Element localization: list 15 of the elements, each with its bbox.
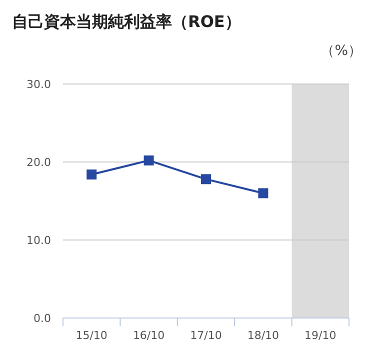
- point: [86, 169, 97, 180]
- x-tick-label: 15/10: [76, 329, 108, 342]
- y-tick-label: 0.0: [34, 312, 51, 325]
- y-axis-title: （%）: [320, 43, 362, 59]
- point: [258, 188, 268, 198]
- x-tick-label: 18/10: [247, 329, 280, 342]
- x-tick-label: 19/10: [304, 329, 336, 342]
- y-tick-label: 20.0: [26, 156, 51, 169]
- point: [201, 174, 211, 184]
- point: [144, 155, 154, 166]
- x-tick-label: 16/10: [132, 329, 165, 342]
- y-tick-label: 30.0: [26, 78, 51, 91]
- y-tick-label: 10.0: [26, 234, 51, 247]
- x-tick-label: 17/10: [190, 329, 222, 342]
- chart-title: 自己資本当期純利益率（ROE）: [12, 12, 241, 31]
